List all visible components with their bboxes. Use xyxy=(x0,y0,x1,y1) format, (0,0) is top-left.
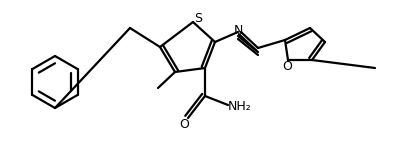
Text: S: S xyxy=(193,12,202,24)
Text: N: N xyxy=(233,24,242,38)
Text: O: O xyxy=(281,60,291,72)
Text: O: O xyxy=(179,118,189,132)
Text: NH₂: NH₂ xyxy=(227,100,251,114)
